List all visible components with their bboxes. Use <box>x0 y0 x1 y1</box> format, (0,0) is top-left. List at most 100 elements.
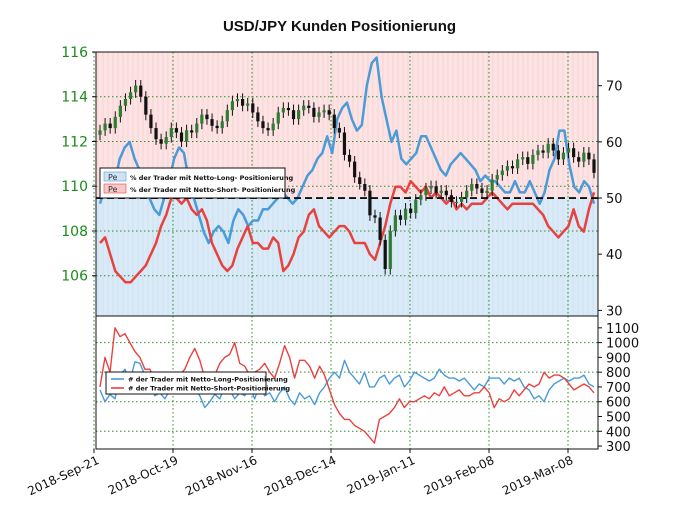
right-axis-tick-label: 60 <box>606 136 623 151</box>
candle-body <box>475 184 479 189</box>
right-axis-tick-label: 30 <box>606 304 623 319</box>
candle-body <box>439 190 443 193</box>
chart-title: USD/JPY Kunden Positionierung <box>222 18 457 35</box>
candle-body <box>587 152 591 160</box>
left-axis-tick-label: 108 <box>61 224 88 240</box>
bottom-right-axis-tick-label: 1000 <box>606 337 639 352</box>
candle-body <box>103 123 107 131</box>
candle-body <box>195 123 199 133</box>
bottom-right-axis-tick-label: 600 <box>606 396 631 411</box>
candle-body <box>215 125 219 129</box>
legend-swatch-text: Pe <box>108 185 118 194</box>
candle-body <box>353 161 357 178</box>
left-axis-tick-label: 106 <box>61 269 88 285</box>
candle-body <box>459 197 464 202</box>
series-short-pct-line <box>99 179 596 284</box>
legend-swatch-short <box>103 183 127 194</box>
candle-body <box>256 112 260 122</box>
candle-body <box>271 123 275 131</box>
bottom-right-axis-tick-label: 300 <box>606 440 631 455</box>
candle-body <box>108 123 112 129</box>
candle-body <box>230 101 235 111</box>
candle-body <box>184 130 189 142</box>
candle-body <box>582 152 586 162</box>
candle-body <box>490 179 494 191</box>
candle-body <box>149 114 153 129</box>
candle-body <box>434 186 438 193</box>
candle-body <box>556 150 560 160</box>
candle-body <box>342 132 347 155</box>
candle-body <box>419 195 423 200</box>
candle-body <box>449 195 454 202</box>
candle-body <box>154 128 158 140</box>
candle-body <box>495 175 499 180</box>
legend-swatch-text: Pe <box>108 173 118 182</box>
candle-body <box>220 121 224 129</box>
candle-body <box>113 116 117 129</box>
candle-body <box>200 114 204 124</box>
candle-body <box>566 148 571 153</box>
candle-body <box>235 98 240 102</box>
candle-body <box>429 186 433 189</box>
candle-body <box>378 217 382 240</box>
left-axis-tick-label: 112 <box>61 134 88 150</box>
candle-body <box>454 201 459 204</box>
long-zone-fill <box>96 198 598 316</box>
legend-swatch-long <box>103 171 127 182</box>
candle-body <box>465 190 469 198</box>
x-axis-date-label: 2019-Feb-08 <box>422 453 497 498</box>
x-axis-date-label: 2019-Jan-11 <box>345 453 418 497</box>
bottom-right-axis-tick-label: 400 <box>606 425 631 440</box>
bottom-right-axis-tick-label: 500 <box>606 410 631 425</box>
bottom-right-axis-tick-label: 900 <box>606 351 631 366</box>
candle-body <box>281 107 285 113</box>
candle-body <box>286 107 291 111</box>
candle-body <box>521 157 525 160</box>
x-axis-date-label: 2019-Mar-08 <box>500 453 575 498</box>
candle-body <box>536 150 540 155</box>
bottom-panel-frame <box>95 315 599 450</box>
x-axis-date-label: 2018-Nov-16 <box>183 453 259 498</box>
candle-body <box>424 188 428 196</box>
candle-body <box>526 157 530 164</box>
candle-body <box>327 110 331 115</box>
candle-body <box>240 98 245 106</box>
right-axis-tick-label: 50 <box>606 192 623 207</box>
candle-body <box>444 190 448 196</box>
candle-body <box>134 85 138 93</box>
legend-label-long-count: # der Trader mit Netto-Long-Positionieru… <box>128 376 288 384</box>
candle-body <box>322 110 326 113</box>
candle-body <box>98 130 102 135</box>
candle-body <box>225 110 229 122</box>
bottom-right-axis-tick-label: 800 <box>606 366 631 381</box>
candle-body <box>276 112 280 124</box>
bottom-right-axis-tick-label: 1100 <box>606 322 639 337</box>
candle-body <box>541 150 545 153</box>
candle-body <box>347 154 352 162</box>
candle-body <box>210 119 214 126</box>
x-axis-date-label: 2018-Oct-19 <box>106 453 180 498</box>
right-axis-tick-label: 40 <box>606 248 623 263</box>
bottom-legend-box <box>105 371 267 395</box>
candle-body <box>291 110 296 120</box>
candle-body <box>179 132 184 142</box>
legend-label-long-pct: % der Trader mit Netto-Long- Positionier… <box>130 174 293 182</box>
candle-body <box>261 121 265 129</box>
candle-body <box>398 215 403 220</box>
candle-body <box>159 139 163 144</box>
x-axis-date-label: 2018-Dec-14 <box>262 453 338 499</box>
candle-body <box>266 128 270 131</box>
candle-body <box>393 215 397 231</box>
candle-body <box>551 143 555 151</box>
candle-body <box>246 103 250 106</box>
series-long-pct-line <box>98 56 596 245</box>
candle-body <box>561 152 566 160</box>
candle-body <box>505 166 510 171</box>
left-axis-tick-label: 116 <box>61 45 88 61</box>
candle-body <box>337 128 341 133</box>
candle-body <box>332 114 336 129</box>
candle-body <box>128 92 133 99</box>
candle-body <box>312 107 316 117</box>
